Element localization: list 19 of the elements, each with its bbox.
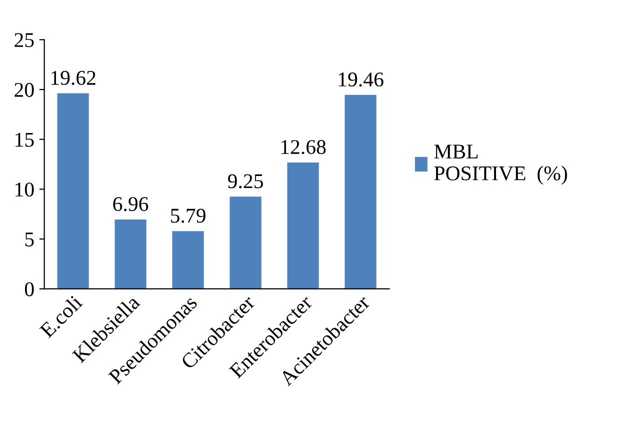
y-tick-label: 25 (14, 33, 34, 48)
data-label: 12.68 (281, 140, 326, 154)
y-tick-label: 15 (16, 132, 34, 147)
y-tick-label: 10 (16, 182, 34, 197)
y-tick-label: 0 (24, 282, 34, 296)
data-label: 6.96 (113, 197, 148, 212)
y-tick-label: 20 (14, 82, 34, 97)
data-label: 19.46 (338, 72, 384, 87)
bar (230, 196, 262, 289)
data-label: 19.62 (51, 70, 96, 86)
data-label: 5.79 (171, 208, 206, 223)
bar (57, 93, 89, 289)
data-label: 9.25 (228, 174, 263, 188)
bar (114, 219, 146, 289)
legend-label: MBL POSITIVE (%) (434, 144, 568, 185)
bar (344, 94, 376, 289)
y-tick-label: 5 (25, 232, 34, 246)
bar (172, 231, 204, 289)
bar (287, 162, 319, 289)
